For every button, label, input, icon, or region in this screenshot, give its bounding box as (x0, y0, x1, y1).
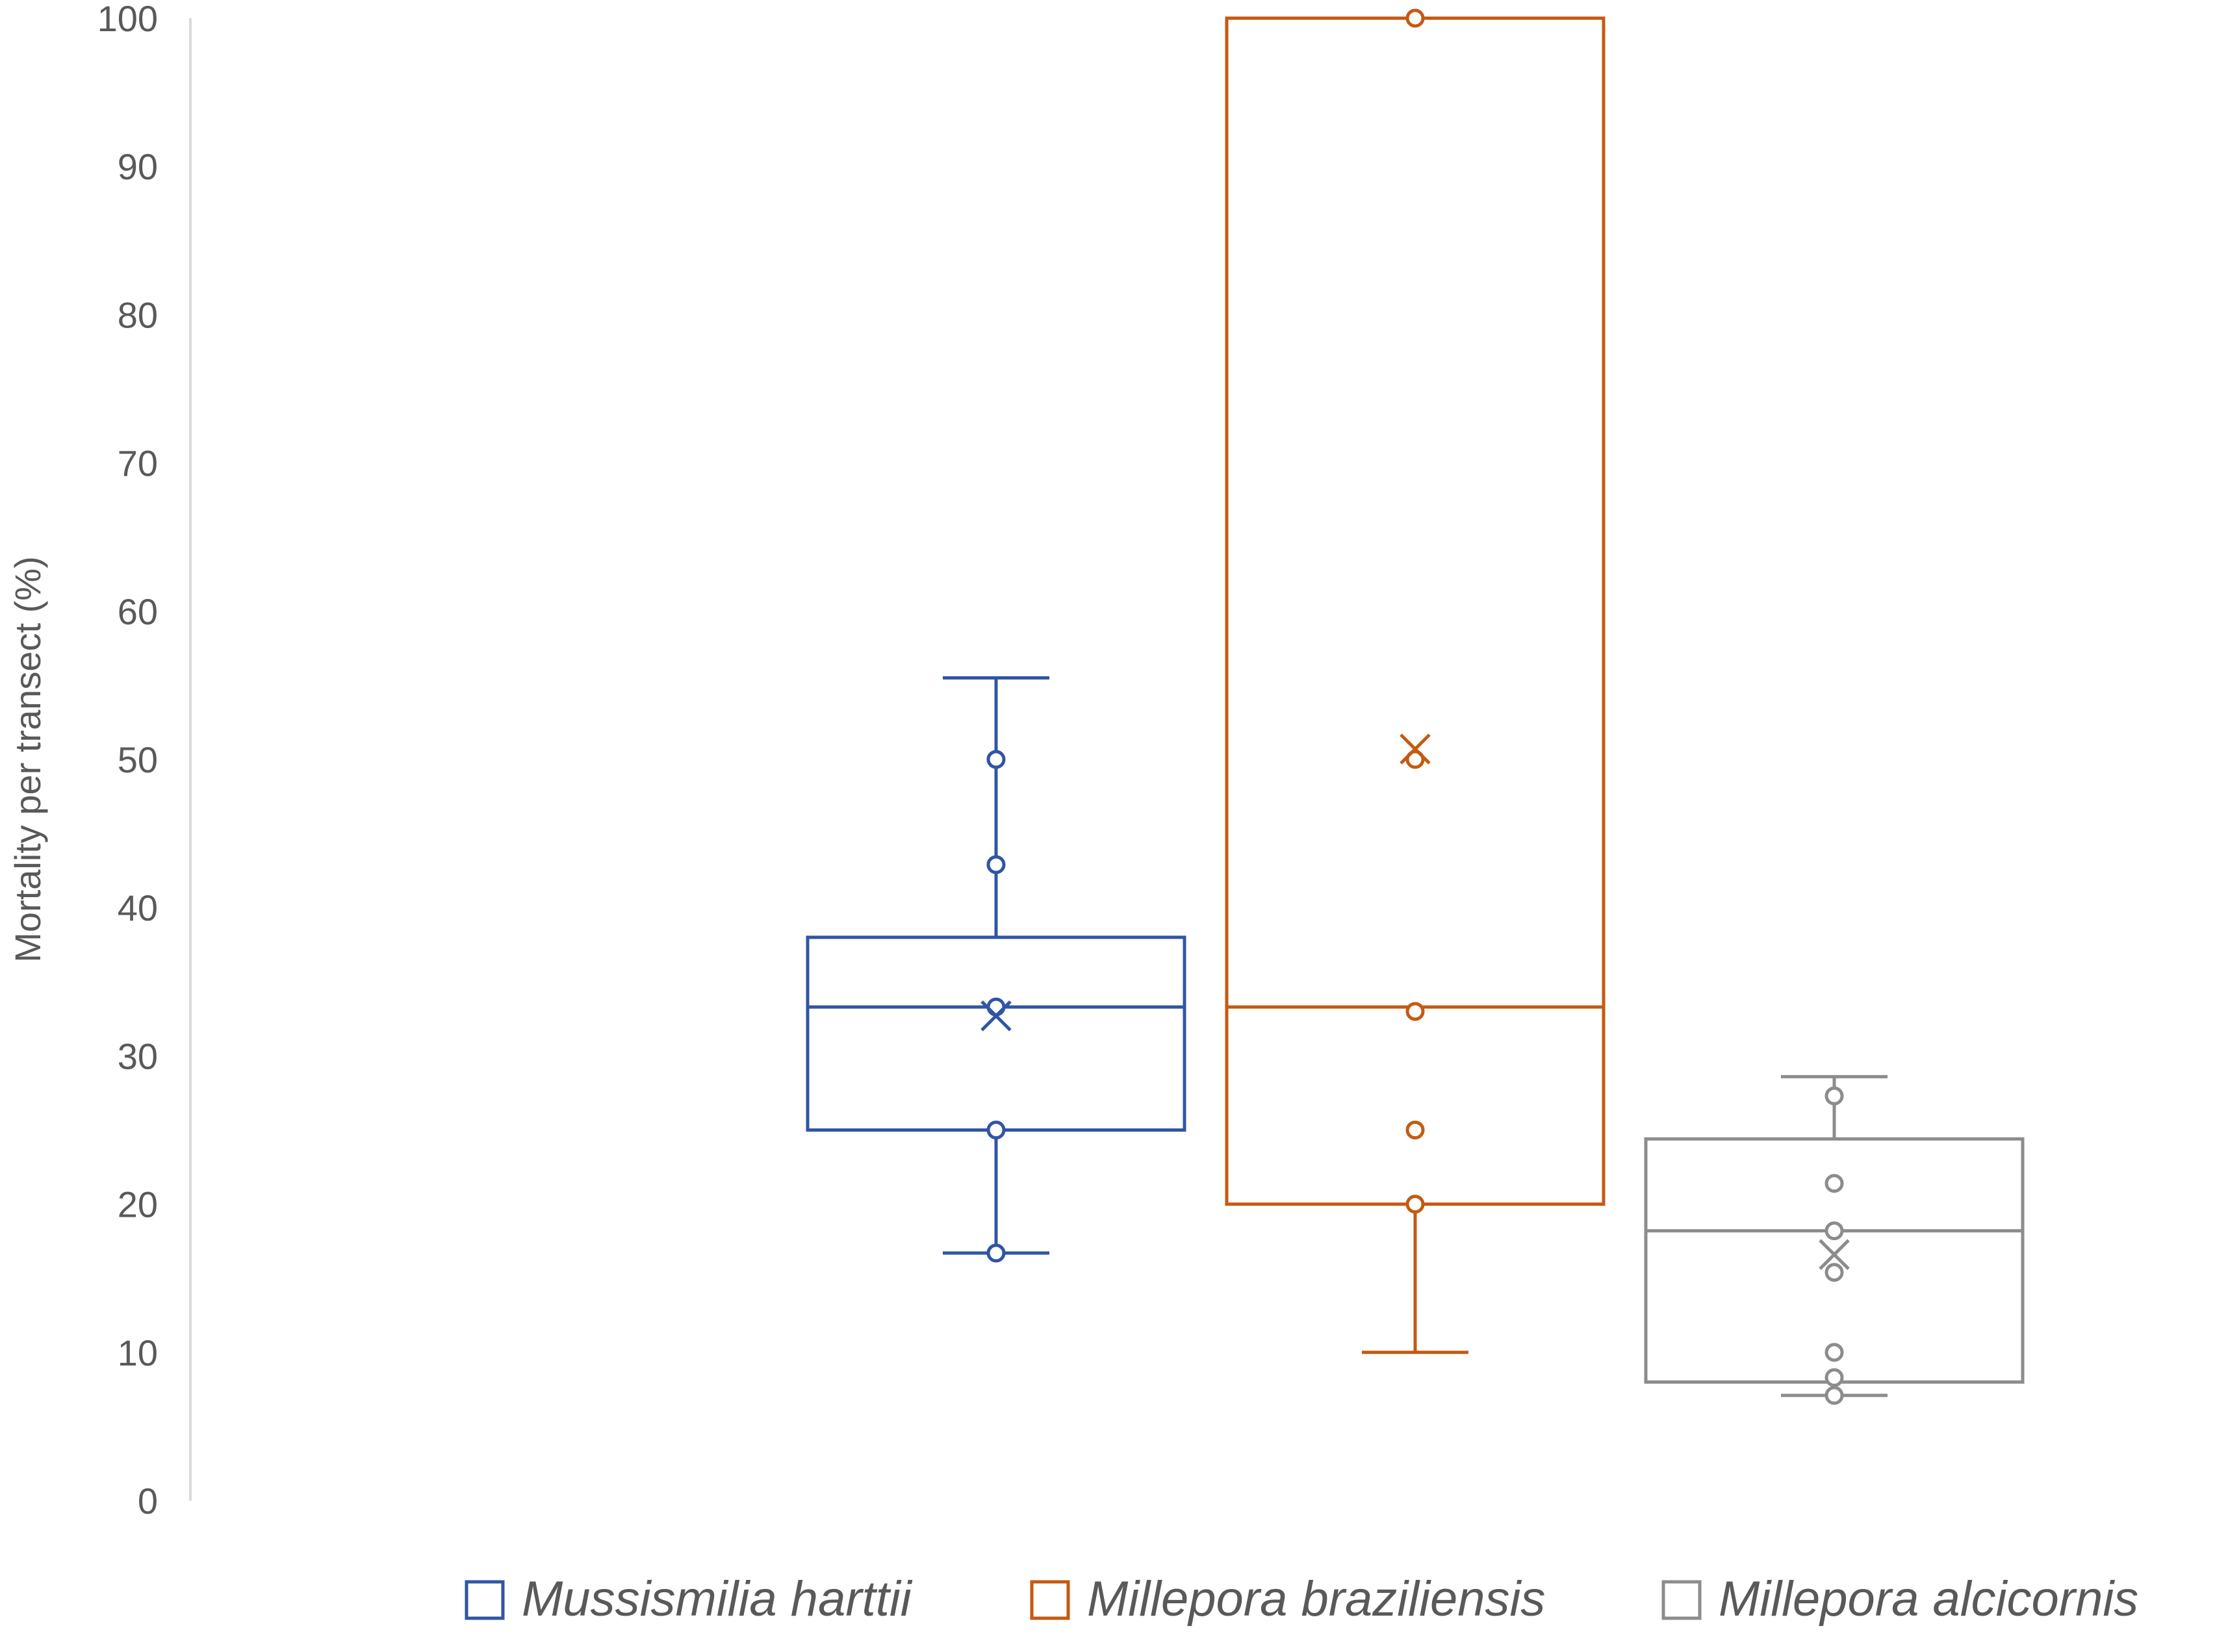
legend: Mussismilia harttii Millepora braziliensi… (465, 1571, 2138, 1627)
y-tick-label-60: 60 (118, 591, 158, 632)
data-point (986, 855, 1006, 874)
data-point (986, 1243, 1006, 1263)
y-tick-label-10: 10 (118, 1332, 158, 1373)
data-point (1405, 8, 1425, 28)
box-millepora-braziliensis (1225, 8, 1606, 1354)
box-series-group (806, 8, 2025, 1405)
legend-label-mussismilia-harttii: Mussismilia harttii (522, 1571, 913, 1627)
y-tick-label-80: 80 (118, 294, 158, 335)
y-tick-label-70: 70 (118, 443, 158, 484)
mean-marker-stroke-b (1819, 1239, 1850, 1270)
data-point (1824, 1368, 1844, 1388)
y-axis-title: Mortality per transect (%) (7, 556, 48, 963)
legend-swatch-millepora-braziliensis (1030, 1580, 1070, 1620)
y-tick-label-30: 30 (118, 1036, 158, 1076)
y-tick-label-100: 100 (97, 0, 158, 39)
data-point (1405, 1002, 1425, 1021)
data-point (1824, 1221, 1844, 1241)
legend-swatch-millepora-alcicornis (1661, 1580, 1702, 1620)
legend-label-millepora-alcicornis: Millepora alcicornis (1719, 1571, 2138, 1627)
iqr-box (806, 935, 1186, 1132)
y-tick-labels: 0 10 20 30 40 50 60 70 80 90 100 (97, 0, 158, 1521)
legend-label-millepora-braziliensis: Millepora braziliensis (1087, 1571, 1545, 1627)
data-point (1824, 1174, 1844, 1193)
y-tick-label-90: 90 (118, 146, 158, 187)
iqr-box (1225, 16, 1606, 1206)
y-tick-label-20: 20 (118, 1184, 158, 1225)
y-tick-label-40: 40 (118, 887, 158, 928)
data-point (1824, 1343, 1844, 1362)
y-tick-label-0: 0 (138, 1480, 158, 1521)
data-point (1824, 1386, 1844, 1405)
mean-marker-stroke-b (1400, 733, 1431, 765)
legend-swatch-mussismilia-harttii (465, 1580, 505, 1620)
y-tick-label-50: 50 (118, 739, 158, 780)
data-point (1405, 1195, 1425, 1214)
data-point (1824, 1086, 1844, 1106)
data-point (986, 750, 1006, 769)
data-point (1824, 1263, 1844, 1282)
data-point (1405, 1121, 1425, 1139)
box-millepora-alcicornis (1644, 1074, 2025, 1405)
box-mussismilia-harttii (806, 676, 1186, 1263)
data-point (1405, 750, 1425, 769)
mean-marker-stroke-b (980, 1000, 1012, 1032)
data-point (986, 1121, 1006, 1139)
